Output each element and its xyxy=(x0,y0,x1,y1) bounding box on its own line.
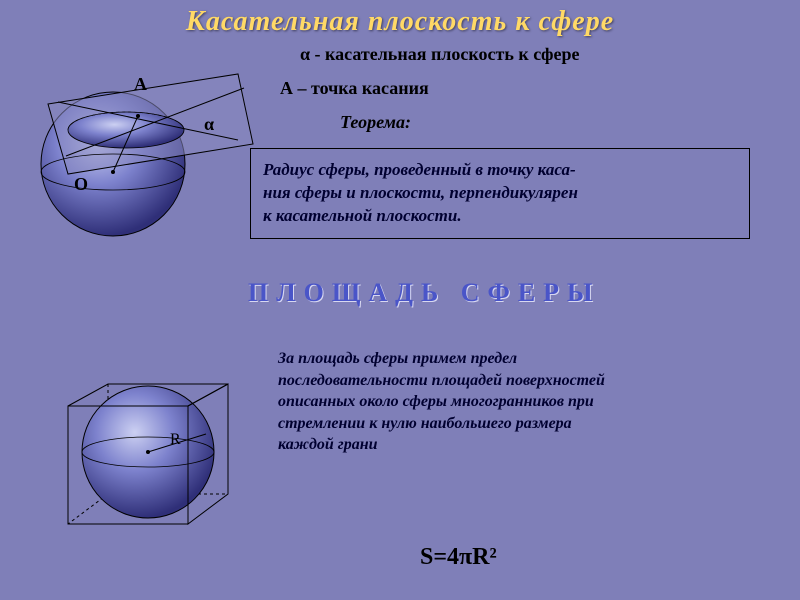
alpha-caption: α - касательная плоскость к сфере xyxy=(300,44,579,65)
figure-sphere-in-cube: R xyxy=(58,344,268,544)
theorem-line3: к касательной плоскости. xyxy=(263,206,462,225)
area-paragraph: За площадь сферы примем предел последова… xyxy=(278,348,768,456)
area-line2: последовательности площадей поверхностей xyxy=(278,372,605,389)
theorem-label: Теорема: xyxy=(340,112,411,133)
area-line1: За площадь сферы примем предел xyxy=(278,350,517,367)
area-line5: каждой грани xyxy=(278,436,377,453)
label-A: А xyxy=(134,74,147,94)
theorem-box: Радиус сферы, проведенный в точку каса- … xyxy=(250,148,750,239)
label-O: О xyxy=(74,174,88,194)
point-caption: А – точка касания xyxy=(280,78,429,99)
theorem-line2: ния сферы и плоскости, перпендикулярен xyxy=(263,183,578,202)
area-title: ПЛОЩАДЬ СФЕРЫ xyxy=(248,278,601,308)
label-R: R xyxy=(170,431,181,448)
label-alpha: α xyxy=(204,114,214,134)
area-formula: S=4πR² xyxy=(420,544,497,571)
theorem-line1: Радиус сферы, проведенный в точку каса- xyxy=(263,160,576,179)
figure-tangent-sphere: А О α xyxy=(8,44,268,254)
area-line3: описанных около сферы многогранников при xyxy=(278,393,594,410)
page-title: Касательная плоскость к сфере xyxy=(0,6,800,38)
area-line4: стремлении к нулю наибольшего размера xyxy=(278,415,572,432)
